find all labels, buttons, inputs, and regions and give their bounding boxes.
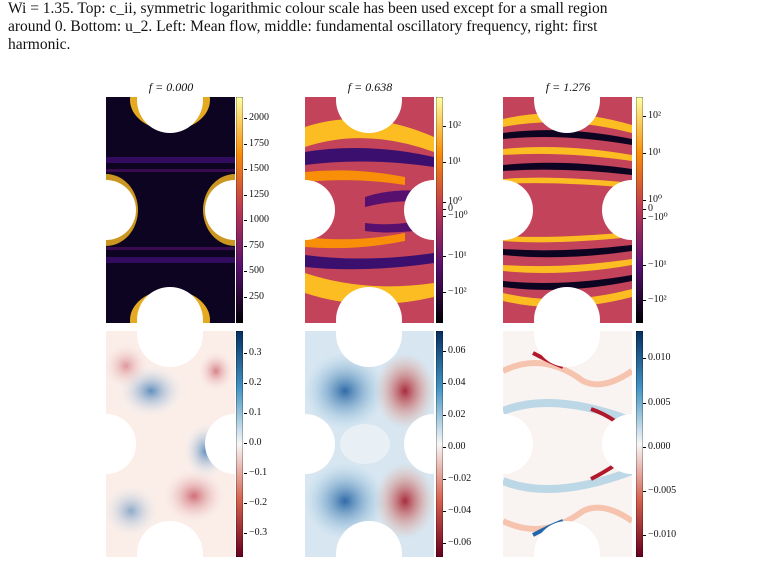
tick: −0.005	[642, 485, 677, 496]
tick: −10²	[443, 286, 467, 297]
tick: 500	[244, 265, 264, 276]
tick: 0.00	[443, 441, 466, 452]
title-first-harmonic: f = 1.276	[545, 80, 591, 94]
tick: 2000	[244, 112, 269, 123]
panel-cii-mean	[106, 97, 235, 323]
title-fundamental: f = 0.638	[347, 80, 393, 94]
tick: 0	[643, 203, 653, 214]
panel-cii-harmonic	[503, 97, 632, 323]
tick: −0.3	[243, 527, 268, 538]
colorbar-u2-mean	[236, 331, 243, 557]
figure-caption: Wi = 1.35. Top: c_ii, symmetric logarith…	[8, 0, 770, 54]
colorbar-cii-mean	[236, 97, 243, 323]
panel-u2-fundamental	[305, 331, 434, 557]
tick: 10⁰	[442, 196, 463, 207]
colorbar-cii-fundamental	[436, 97, 443, 323]
tick: −10²	[643, 294, 667, 305]
caption-line-1: Wi = 1.35. Top: c_ii, symmetric logarith…	[8, 0, 608, 17]
tick: −0.02	[442, 473, 472, 484]
tick: 10¹	[443, 156, 461, 167]
panel-cii-fundamental	[305, 97, 434, 323]
tick: −0.06	[442, 537, 472, 548]
colorbar-u2-harmonic	[636, 331, 643, 557]
panel-u2-mean	[106, 331, 235, 557]
tick: −0.2	[243, 497, 268, 508]
tick: −10⁰	[643, 212, 668, 223]
tick: 1250	[244, 189, 269, 200]
tick: −0.04	[442, 505, 472, 516]
tick: 0.04	[443, 377, 466, 388]
tick: 10²	[443, 120, 461, 131]
caption-line-2: around 0. Bottom: u_2. Left: Mean flow, …	[8, 18, 598, 35]
tick: −0.010	[642, 529, 677, 540]
tick: 750	[244, 240, 264, 251]
tick: 0.000	[643, 441, 671, 452]
colorbar-cii-harmonic	[636, 97, 643, 323]
title-mean-flow: f = 0.000	[148, 80, 194, 94]
tick: 0.1	[244, 407, 262, 418]
panel-u2-harmonic	[503, 331, 632, 557]
tick: 10¹	[643, 147, 661, 158]
tick: −0.1	[243, 467, 268, 478]
tick: 1000	[244, 214, 269, 225]
tick: 0.0	[244, 437, 262, 448]
tick: 0.005	[643, 397, 671, 408]
tick: 0	[443, 203, 453, 214]
tick: 1500	[244, 163, 269, 174]
tick: 0.010	[643, 352, 671, 363]
tick: −10⁰	[443, 210, 468, 221]
tick: 250	[244, 291, 264, 302]
tick: 10⁰	[642, 194, 663, 205]
tick: 0.02	[443, 409, 466, 420]
colorbar-u2-fundamental	[436, 331, 443, 557]
tick: 10²	[643, 110, 661, 121]
tick: −10¹	[443, 250, 467, 261]
caption-line-3: harmonic.	[8, 36, 71, 53]
tick: 1750	[244, 138, 269, 149]
tick: 0.3	[244, 347, 262, 358]
tick: −10¹	[643, 259, 667, 270]
tick: 0.2	[244, 377, 262, 388]
tick: 0.06	[443, 345, 466, 356]
